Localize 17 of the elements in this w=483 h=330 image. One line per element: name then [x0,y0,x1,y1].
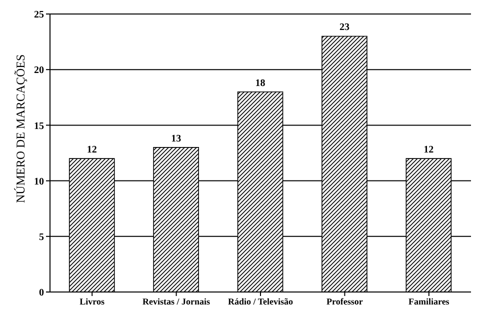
x-tick-label: Professor [326,296,363,306]
y-tick-label: 0 [39,288,44,299]
y-tick-label: 20 [34,65,44,76]
y-tick-label: 15 [34,120,44,132]
data-label: 12 [86,144,97,156]
data-label: 18 [255,78,266,89]
x-tick-label: Revistas / Jornais [142,296,211,306]
y-axis-title: NÚMERO DE MARCAÇÕES [13,54,28,203]
x-tick-label: Livros [80,296,106,306]
data-label: 23 [339,22,350,34]
y-tick-label: 25 [34,10,44,21]
y-tick-label: 5 [39,232,44,243]
data-label: 12 [424,144,434,156]
x-tick-label: Rádio / Televisão [228,296,294,306]
x-tick-label: Familiares [408,296,450,306]
y-tick-label: 10 [34,176,44,188]
data-label: 13 [171,133,182,144]
